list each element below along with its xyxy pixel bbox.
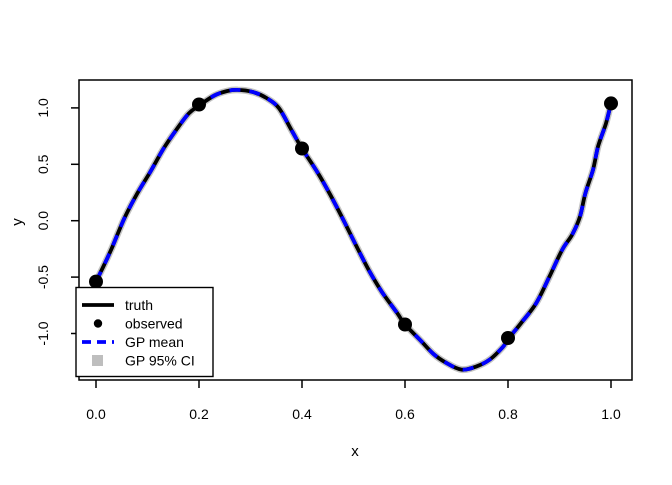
legend: truth observed GP mean GP 95% CI	[75, 286, 214, 378]
y-axis-ticks: 1.0 0.5 0.0 -0.5 -1.0	[35, 98, 79, 346]
x-tick-label: 1.0	[601, 406, 621, 422]
legend-ci-square-swatch	[92, 355, 103, 366]
x-tick-label: 0.8	[498, 406, 518, 422]
observed-point	[295, 141, 309, 156]
gp-mean-curve	[94, 87, 613, 372]
x-axis-ticks: 0.0 0.2 0.4 0.6 0.8 1.0	[86, 380, 621, 422]
y-tick-label: 0.5	[35, 154, 51, 174]
x-tick-label: 0.2	[189, 406, 209, 422]
x-tick-label: 0.0	[86, 406, 106, 422]
legend-label-observed: observed	[125, 316, 183, 332]
legend-label-gp-ci: GP 95% CI	[125, 353, 195, 369]
observed-point	[192, 97, 206, 112]
legend-label-truth: truth	[125, 297, 153, 313]
y-tick-label: 1.0	[35, 98, 51, 118]
y-axis-label: y	[9, 218, 26, 226]
observed-point	[89, 274, 103, 289]
observed-point	[501, 331, 515, 345]
x-tick-label: 0.6	[395, 406, 415, 422]
y-tick-label: -1.0	[35, 321, 51, 345]
legend-label-gp-mean: GP mean	[125, 334, 184, 350]
y-tick-label: 0.0	[35, 211, 51, 231]
y-tick-label: -0.5	[35, 265, 51, 289]
x-tick-label: 0.4	[292, 406, 312, 422]
observed-points	[89, 96, 618, 345]
observed-point	[604, 96, 618, 111]
plot-border	[78, 79, 633, 381]
observed-point	[398, 317, 412, 332]
x-axis-label: x	[351, 443, 359, 460]
legend-observed-point-swatch	[93, 319, 103, 328]
